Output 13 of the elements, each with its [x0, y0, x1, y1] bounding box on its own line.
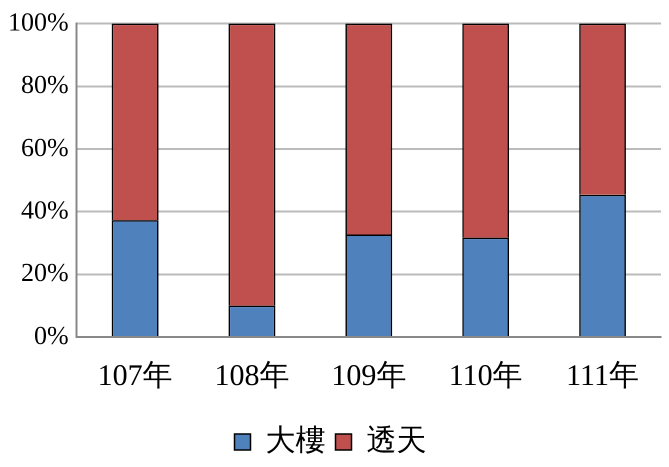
- y-tick-label: 0%: [34, 320, 69, 350]
- legend-label: 大樓: [266, 424, 326, 457]
- x-tick-label: 111年: [566, 358, 639, 392]
- y-tick-label: 100%: [8, 7, 69, 36]
- y-tick-label: 60%: [20, 132, 69, 162]
- y-tick-label: 20%: [20, 258, 69, 288]
- x-tick-label: 107年: [98, 358, 173, 392]
- x-tick-label: 110年: [448, 358, 523, 392]
- x-tick-label: 109年: [331, 358, 406, 392]
- y-tick-label: 40%: [20, 195, 69, 224]
- legend-label: 透天: [366, 424, 426, 457]
- y-tick-label: 80%: [20, 70, 69, 100]
- x-tick-label: 108年: [214, 358, 290, 392]
